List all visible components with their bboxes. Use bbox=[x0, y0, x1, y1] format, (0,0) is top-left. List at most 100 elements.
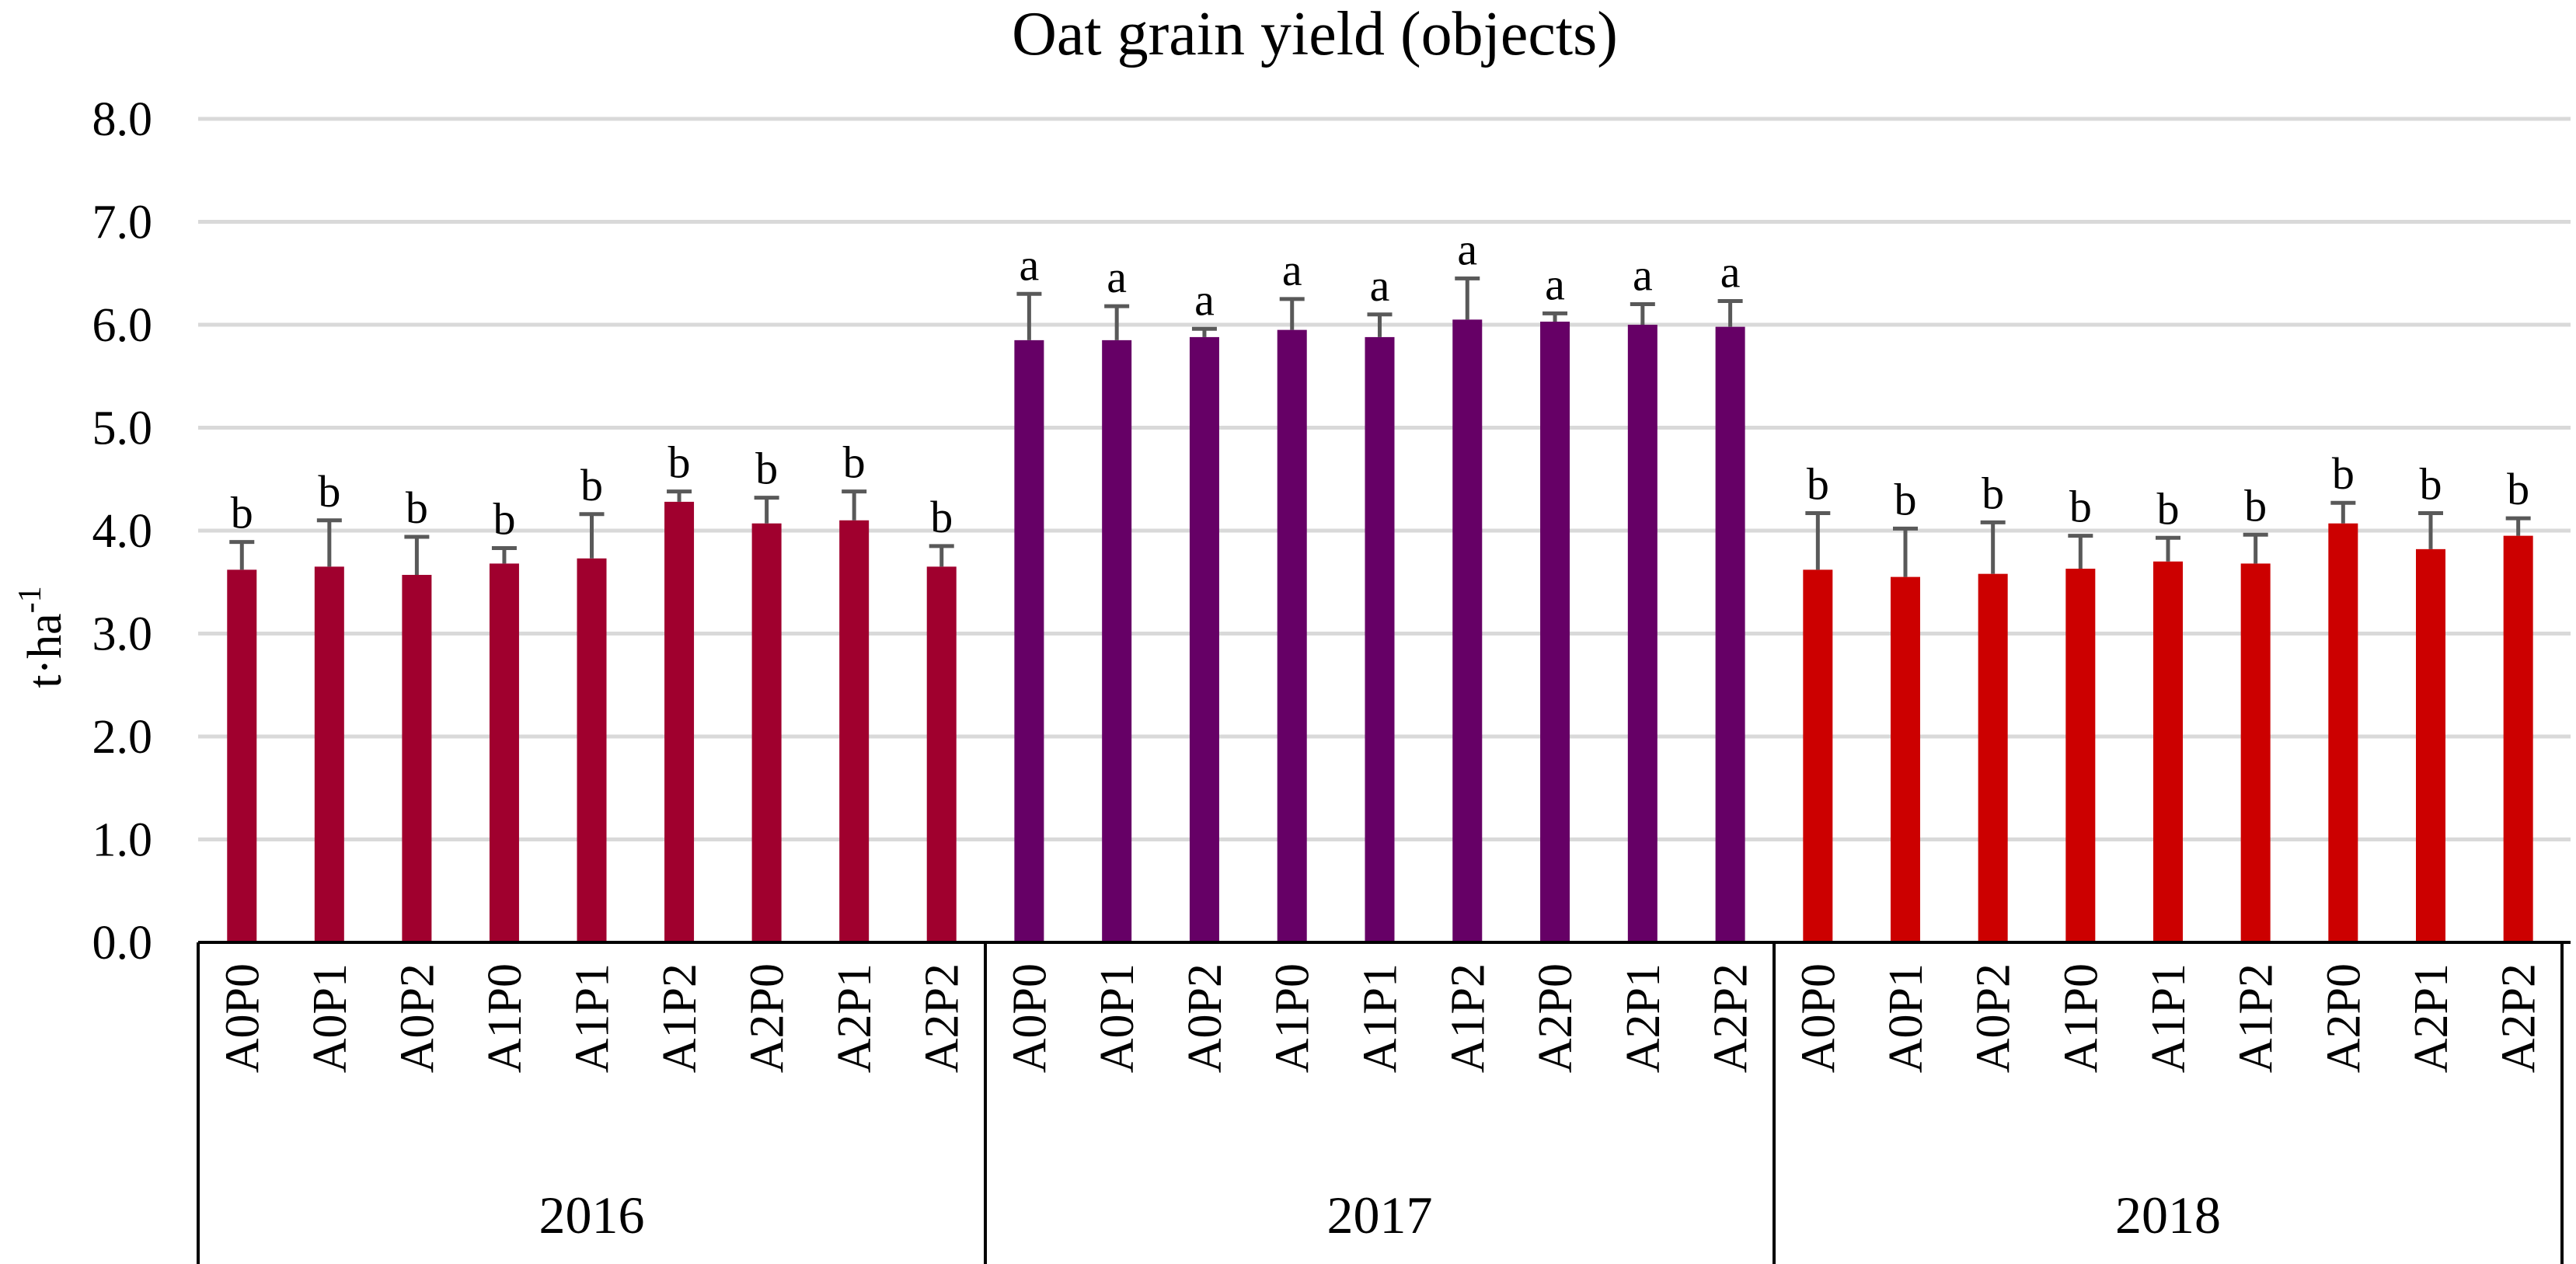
significance-label: a bbox=[1370, 260, 1390, 311]
bar bbox=[1277, 329, 1307, 942]
error-bars bbox=[229, 276, 2531, 577]
significance-label: b bbox=[2507, 464, 2529, 514]
category-label: A0P2 bbox=[1179, 963, 1232, 1073]
category-label: A0P1 bbox=[304, 963, 357, 1073]
y-tick-label: 8.0 bbox=[92, 93, 153, 146]
bar bbox=[1978, 573, 2008, 942]
significance-label: b bbox=[2069, 482, 2092, 532]
significance-labels: b b b b b b b b b a a a a a a a a a b b b b b b b b b bbox=[231, 224, 2529, 544]
year-label: 2017 bbox=[1327, 1186, 1433, 1245]
bar bbox=[2065, 569, 2096, 942]
category-label: A1P2 bbox=[2230, 963, 2283, 1073]
category-label: A0P1 bbox=[1091, 963, 1144, 1073]
significance-label: a bbox=[1282, 245, 1302, 295]
category-label: A1P1 bbox=[566, 963, 619, 1073]
bar bbox=[227, 569, 257, 942]
significance-label: b bbox=[755, 444, 778, 494]
significance-label: a bbox=[1020, 239, 1040, 290]
significance-label: b bbox=[1807, 458, 1829, 509]
category-label: A2P1 bbox=[828, 963, 881, 1073]
category-label: A2P2 bbox=[1705, 963, 1758, 1073]
significance-label: a bbox=[1194, 274, 1215, 325]
category-label: A1P0 bbox=[2055, 963, 2107, 1073]
y-tick-label: 7.0 bbox=[92, 197, 153, 249]
significance-label: b bbox=[2332, 448, 2355, 499]
significance-label: b bbox=[930, 492, 953, 542]
category-label: A0P0 bbox=[1792, 963, 1845, 1073]
bar bbox=[1540, 322, 1570, 942]
bar bbox=[751, 523, 782, 942]
significance-label: a bbox=[1633, 250, 1653, 301]
category-label: A2P0 bbox=[1529, 963, 1582, 1073]
category-label: A1P0 bbox=[1267, 963, 1319, 1073]
significance-label: a bbox=[1720, 247, 1741, 298]
bar bbox=[839, 520, 870, 942]
chart-title: Oat grain yield (objects) bbox=[1012, 0, 1618, 68]
category-label: A1P2 bbox=[1441, 963, 1494, 1073]
significance-label: b bbox=[843, 437, 866, 488]
y-tick-label: 0.0 bbox=[92, 917, 153, 970]
significance-label: a bbox=[1457, 224, 1477, 274]
significance-label: a bbox=[1545, 259, 1565, 309]
category-label: A0P2 bbox=[1968, 963, 2020, 1073]
bar bbox=[1365, 336, 1395, 942]
significance-label: b bbox=[668, 437, 691, 488]
category-label: A0P2 bbox=[391, 963, 444, 1073]
significance-label: b bbox=[2244, 480, 2267, 531]
x-axis bbox=[197, 941, 2571, 1264]
y-axis-label: t·ha-1 bbox=[12, 586, 71, 688]
category-label: A0P0 bbox=[216, 963, 269, 1073]
bar bbox=[1891, 576, 1920, 942]
category-label: A1P0 bbox=[479, 963, 532, 1073]
bar bbox=[1803, 569, 1833, 942]
bar bbox=[926, 566, 957, 942]
year-labels: 2016 2017 2018 bbox=[539, 1186, 2222, 1245]
bars bbox=[227, 319, 2533, 942]
bar bbox=[2328, 523, 2358, 942]
significance-label: b bbox=[580, 460, 603, 510]
significance-label: b bbox=[1982, 468, 2004, 518]
significance-label: b bbox=[1895, 474, 1917, 524]
bar bbox=[577, 558, 607, 942]
bar bbox=[2240, 563, 2271, 942]
category-labels: A0P0 A0P1 A0P2 A1P0 A1P1 A1P2 A2P0 A2P1 A2P2 A0P0… bbox=[216, 963, 2545, 1073]
significance-label: b bbox=[406, 482, 428, 533]
y-tick-labels: 0.0 1.0 2.0 3.0 4.0 5.0 6.0 7.0 8.0 bbox=[92, 93, 153, 970]
bar bbox=[314, 566, 344, 942]
category-label: A1P1 bbox=[2142, 963, 2195, 1073]
significance-label: b bbox=[493, 494, 515, 545]
bar bbox=[1189, 336, 1219, 942]
bar bbox=[2153, 561, 2183, 942]
significance-label: a bbox=[1107, 252, 1127, 302]
bar bbox=[2503, 535, 2533, 942]
category-label: A2P0 bbox=[2317, 963, 2370, 1073]
y-tick-label: 1.0 bbox=[92, 814, 153, 867]
y-tick-label: 2.0 bbox=[92, 711, 153, 764]
category-label: A0P1 bbox=[1880, 963, 1933, 1073]
bar bbox=[1627, 325, 1657, 942]
category-label: A1P2 bbox=[654, 963, 706, 1073]
significance-label: b bbox=[2157, 483, 2180, 534]
y-tick-label: 3.0 bbox=[92, 608, 153, 661]
bar bbox=[489, 563, 519, 942]
year-label: 2016 bbox=[539, 1186, 645, 1245]
significance-label: b bbox=[2420, 458, 2442, 509]
bar bbox=[1715, 326, 1745, 942]
bar bbox=[1014, 340, 1044, 942]
year-label: 2018 bbox=[2115, 1186, 2221, 1245]
y-tick-label: 6.0 bbox=[92, 299, 153, 352]
category-label: A2P2 bbox=[2493, 963, 2546, 1073]
category-label: A1P1 bbox=[1354, 963, 1407, 1073]
y-axis-label-superscript: -1 bbox=[12, 586, 48, 613]
bar bbox=[2416, 548, 2445, 942]
bar bbox=[1452, 319, 1483, 942]
bar bbox=[664, 501, 695, 942]
category-label: A2P2 bbox=[916, 963, 969, 1073]
category-label: A0P0 bbox=[1003, 963, 1056, 1073]
significance-label: b bbox=[318, 466, 340, 517]
significance-label: b bbox=[231, 488, 253, 538]
y-tick-label: 5.0 bbox=[92, 402, 153, 455]
category-label: A2P0 bbox=[741, 963, 794, 1073]
category-label: A2P1 bbox=[2405, 963, 2458, 1073]
